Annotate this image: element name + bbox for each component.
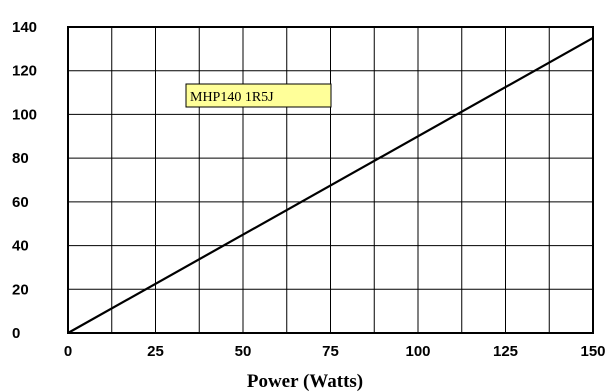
x-tick-label: 0 [64, 343, 72, 360]
x-tick-label: 50 [235, 343, 252, 360]
annotation-box: MHP140 1R5J [185, 83, 332, 108]
y-tick-label: 80 [12, 150, 29, 167]
x-tick-label: 100 [405, 343, 430, 360]
y-axis-ticks: 0 20 40 60 80 100 120 140 [12, 19, 37, 342]
series-line [67, 36, 594, 334]
y-tick-label: 120 [12, 63, 37, 80]
x-tick-label: 125 [493, 343, 518, 360]
x-axis-ticks: 0 25 50 75 100 125 150 [64, 343, 605, 360]
y-tick-label: 40 [12, 238, 29, 255]
y-tick-label: 20 [12, 281, 29, 298]
x-axis-label: Power (Watts) [247, 371, 363, 392]
series-layer [67, 36, 594, 334]
y-tick-label: 0 [12, 325, 20, 342]
plot-frame [67, 26, 594, 334]
x-tick-label: 75 [322, 343, 339, 360]
y-tick-label: 100 [12, 106, 37, 123]
annotation-background [185, 83, 332, 108]
y-tick-label: 140 [12, 19, 37, 36]
x-tick-label: 150 [580, 343, 605, 360]
annotation-label: MHP140 1R5J [190, 90, 274, 105]
y-tick-label: 60 [12, 194, 29, 211]
grid [68, 27, 593, 333]
x-tick-label: 25 [147, 343, 164, 360]
